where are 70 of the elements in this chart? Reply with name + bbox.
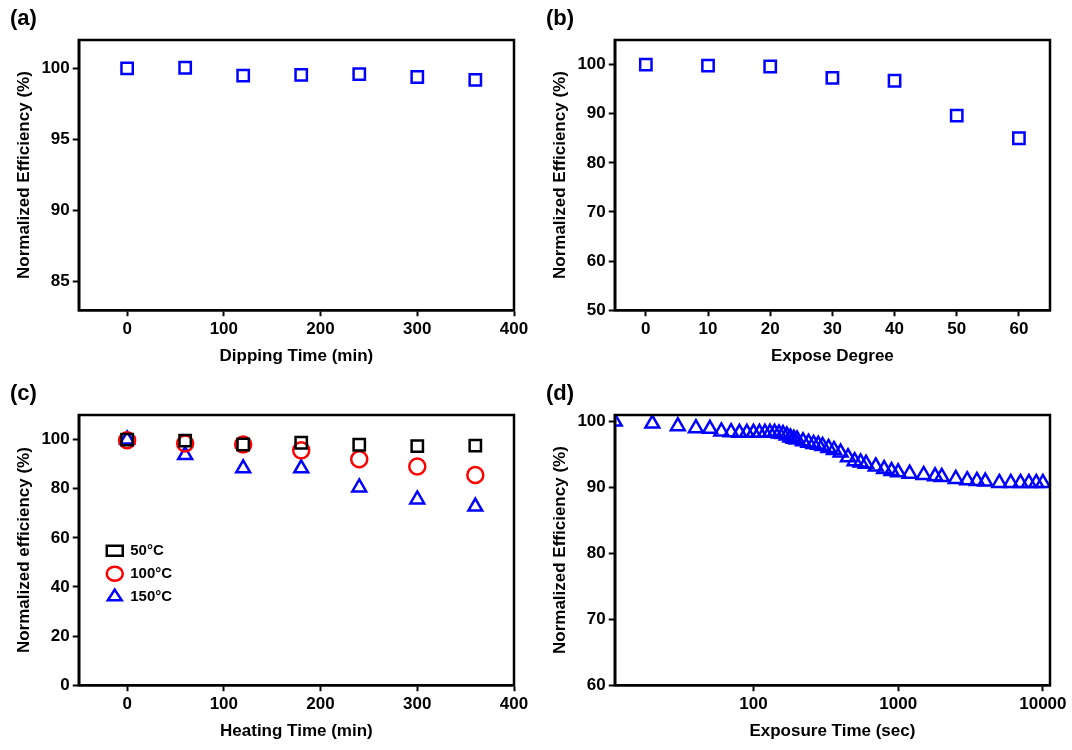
y-tick-label: 90 [586,477,606,497]
point [294,67,309,82]
y-tick-label: 60 [50,527,70,547]
point [352,67,367,82]
y-tick-label: 20 [50,625,70,645]
point [120,61,135,76]
point [410,70,425,84]
y-tick-label: 100 [41,58,70,78]
x-tick-label: 300 [403,694,432,714]
y-tick-label: 100 [577,54,606,74]
y-tick-label: 100 [577,411,606,431]
y-tick-label: 60 [586,674,606,694]
point [468,72,483,87]
point [763,59,778,74]
y-tick-label: 90 [586,103,606,123]
y-tick-label: 95 [50,129,70,149]
legend-label: 150°C [130,586,173,604]
x-tick-label: 50 [947,319,967,339]
y-axis-title: Normalized efficiency (%) [13,447,33,654]
x-tick-label: 400 [499,319,529,339]
y-tick-label: 80 [50,478,70,498]
x-tick-label: 100 [209,694,239,714]
y-tick-label: 40 [50,576,70,596]
x-tick-label: 300 [403,319,432,339]
x-tick-label: 20 [760,319,780,339]
x-axis-title: Expose Degree [770,346,894,366]
x-tick-label: 1000 [879,694,918,714]
y-tick-label: 100 [41,429,70,449]
y-tick-label: 0 [60,674,70,694]
x-tick-label: 400 [499,694,529,714]
chart-title: (b) [546,5,575,31]
y-tick-label: 80 [586,152,606,172]
point [701,58,715,73]
point [236,68,251,83]
point [949,108,964,123]
x-tick-label: 200 [306,694,335,714]
y-tick-label: 90 [50,200,70,220]
x-tick-label: 100 [739,694,768,714]
y-tick-label: 50 [586,299,606,319]
x-tick-label: 60 [1009,319,1029,339]
chart-title: (c) [10,380,37,406]
x-tick-label: 0 [122,319,132,339]
y-tick-label: 85 [50,271,70,291]
point [825,70,840,85]
x-tick-label: 10 [698,319,718,339]
point [638,57,653,72]
point [1012,131,1026,146]
y-tick-label: 70 [586,201,606,221]
x-tick-label: 100 [209,319,239,339]
y-axis-title: Normalized Efficiency (%) [13,71,33,280]
x-tick-label: 0 [122,694,132,714]
y-tick-label: 70 [586,608,606,628]
y-tick-label: 60 [586,250,606,270]
x-axis-title: Exposure Time (sec) [749,721,916,741]
x-tick-label: 0 [641,319,651,339]
legend-label: 100°C [130,563,173,581]
y-axis-title: Normalized Efficiency (%) [549,446,569,655]
x-tick-label: 200 [306,319,335,339]
x-tick-label: 30 [822,319,842,339]
x-tick-label: 10000 [1019,694,1067,714]
y-tick-label: 80 [586,543,606,563]
chart-title: (a) [10,5,37,31]
point [887,73,902,88]
point [178,60,193,75]
chart-title: (d) [546,380,575,406]
x-tick-label: 40 [885,319,905,339]
x-axis-title: Heating Time (min) [220,721,373,741]
legend-label: 50°C [130,540,164,558]
y-axis-title: Normalized Efficiency (%) [549,71,569,280]
x-axis-title: Dipping Time (min) [219,346,374,366]
